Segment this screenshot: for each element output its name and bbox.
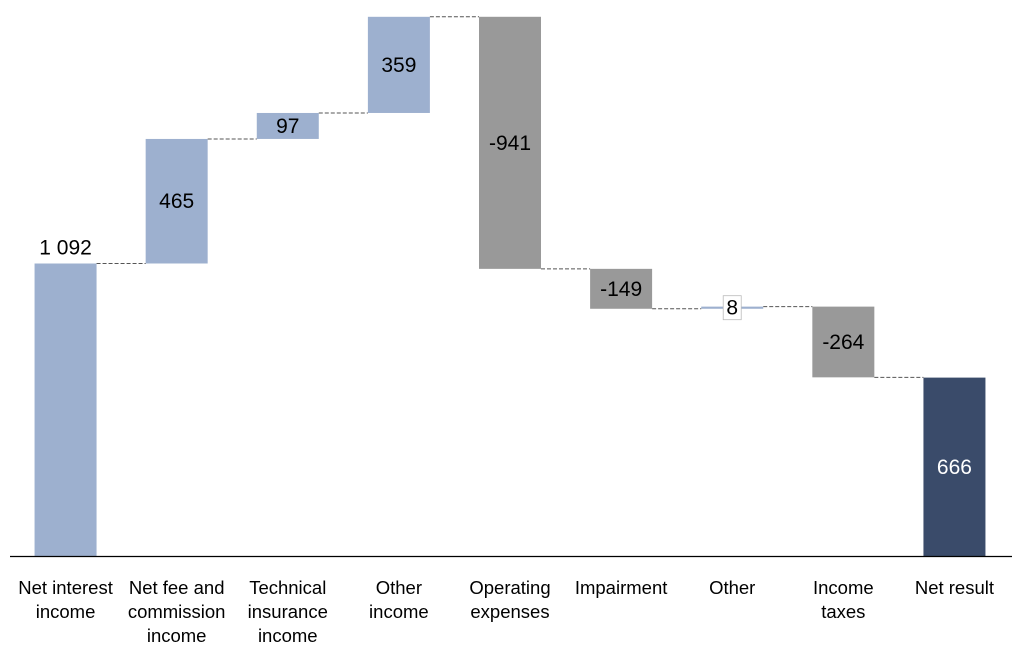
bars-layer: [34, 16, 986, 556]
x-tick-label-5: Operating expenses: [469, 577, 551, 622]
data-label-3: 97: [276, 115, 299, 138]
data-label-5: -941: [489, 132, 531, 155]
data-label-1: 1 092: [39, 237, 92, 260]
connectors-layer: [96, 16, 924, 378]
bar-4: [367, 16, 430, 113]
x-tick-label-6: Impairment: [574, 577, 668, 598]
bar-9: [923, 377, 986, 556]
x-tick-label-8: Income taxes: [812, 577, 874, 622]
bar-8: [812, 306, 875, 378]
x-tick-label-7: Other: [709, 577, 756, 598]
x-tick-label-3: Technical insurance income: [247, 577, 328, 646]
data-label-7: 8: [726, 297, 738, 320]
data-label-4: 359: [381, 54, 416, 77]
bar-6: [590, 268, 653, 309]
data-label-9: 666: [937, 456, 972, 479]
x-tick-label-2: Net fee and commission income: [127, 577, 226, 646]
bar-1: [34, 263, 97, 556]
bar-5: [479, 16, 541, 269]
data-label-8: -264: [822, 331, 864, 354]
x-tick-label-9: Net result: [914, 577, 995, 598]
data-label-box-7: [722, 295, 742, 321]
data-labels-layer: 1 092 465 97 359 -941 -149 8 -264 666: [39, 54, 972, 479]
data-label-6: -149: [600, 278, 642, 301]
bar-2: [145, 138, 208, 264]
data-label-2: 465: [159, 190, 194, 213]
x-tick-label-1: Net interest income: [18, 577, 113, 622]
x-tick-label-4: Other income: [369, 577, 429, 622]
bar-3: [256, 112, 319, 139]
